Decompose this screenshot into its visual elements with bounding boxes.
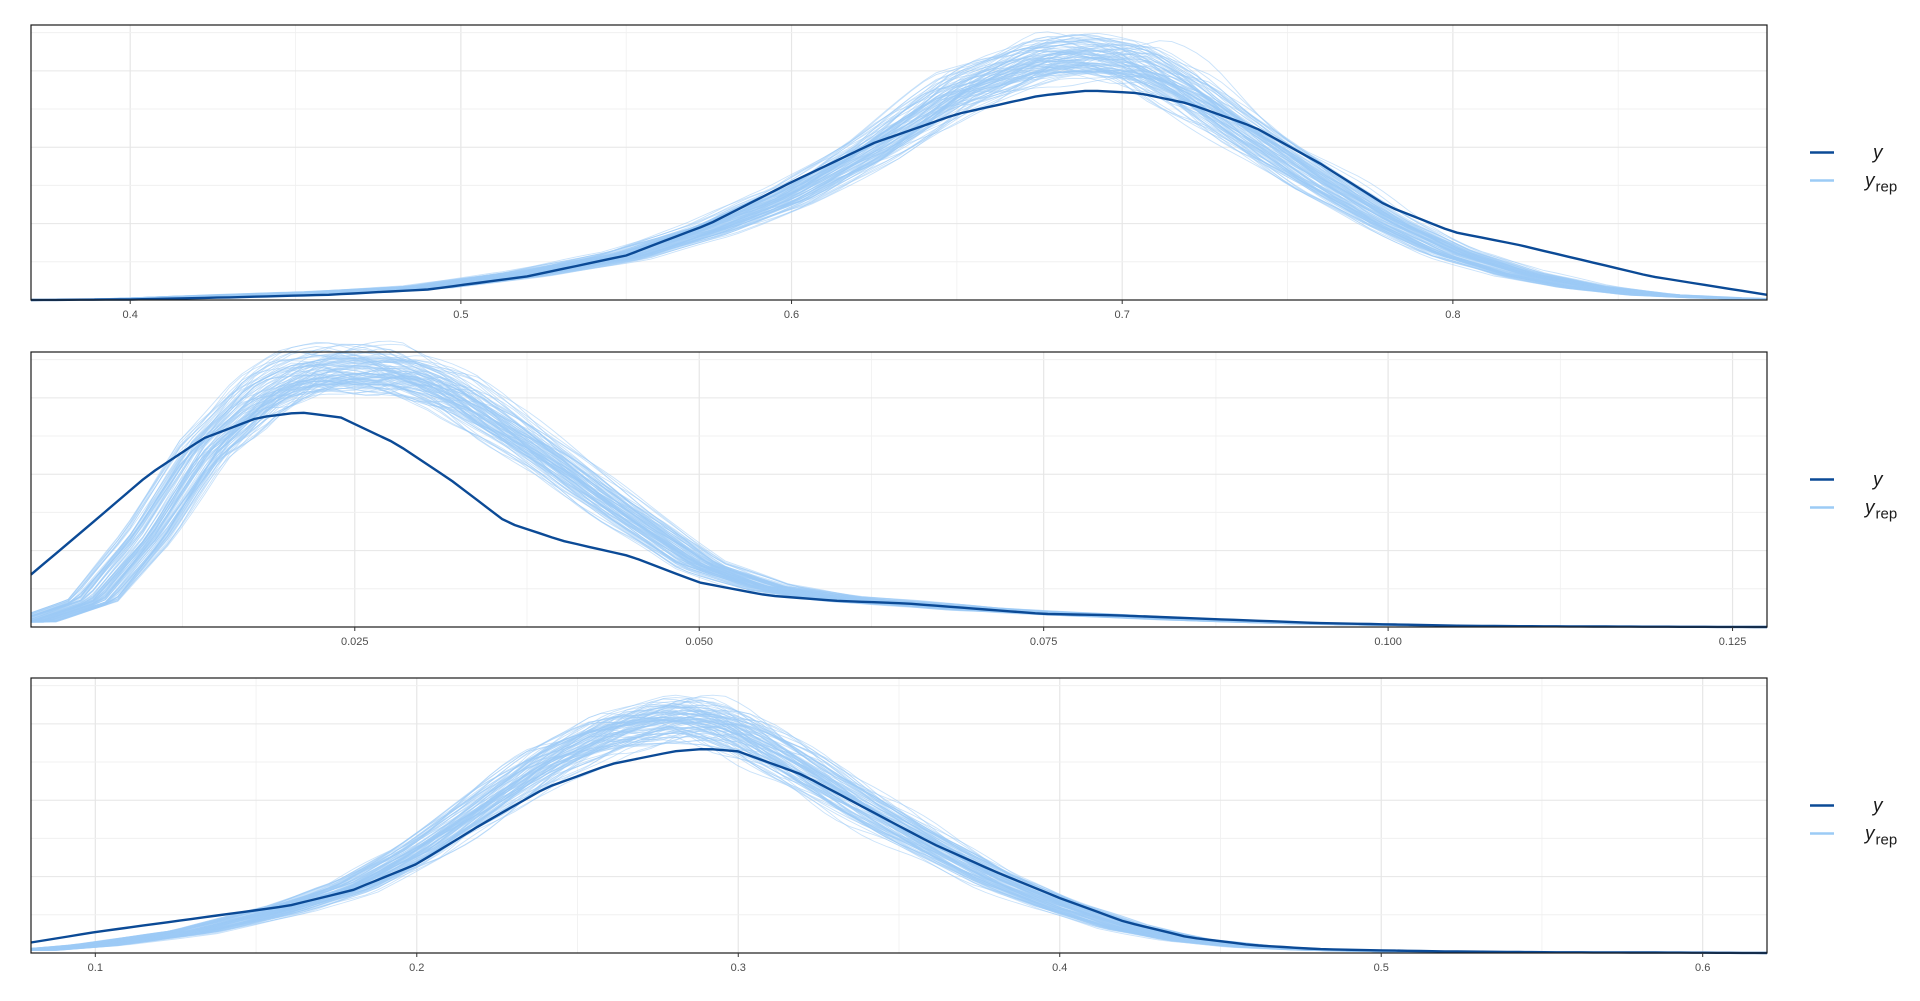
panel-3: 0.1 0.2 0.3 0.4 0.5 0.6 y yrep — [30, 677, 1897, 974]
x-tick-label: 0.075 — [1030, 636, 1058, 648]
y-observed-line — [30, 411, 1767, 629]
x-tick-label: 0.4 — [1052, 962, 1067, 974]
x-tick-label: 0.7 — [1115, 309, 1130, 321]
legend-subscript-rep: rep — [1876, 179, 1898, 196]
x-tick-label: 0.6 — [784, 309, 799, 321]
x-tick-label: 0.125 — [1719, 636, 1747, 648]
x-tick-label: 0.3 — [731, 962, 746, 974]
legend-label-y: y — [1871, 143, 1884, 164]
panel-2: 0.025 0.050 0.075 0.100 0.125 y yrep — [30, 340, 1897, 648]
legend: y yrep — [1810, 143, 1897, 196]
panel-border — [30, 351, 1768, 628]
legend-label-yrep: yrep — [1863, 498, 1897, 523]
legend-label-yrep: yrep — [1863, 171, 1897, 196]
legend-label-y: y — [1871, 470, 1884, 491]
x-tick-label: 0.025 — [341, 636, 369, 648]
legend-label-y: y — [1871, 796, 1884, 817]
x-tick-label: 0.050 — [685, 636, 713, 648]
x-tick-label: 0.4 — [123, 309, 138, 321]
panel-1: 0.4 0.5 0.6 0.7 0.8 y yrep — [30, 24, 1897, 321]
panel-border — [30, 677, 1768, 954]
yrep-draw-line — [30, 68, 1767, 301]
x-tick-label: 0.8 — [1445, 309, 1460, 321]
x-tick-label: 0.6 — [1695, 962, 1710, 974]
panel-border — [30, 24, 1768, 301]
legend-label-yrep: yrep — [1863, 824, 1897, 849]
x-tick-label: 0.5 — [453, 309, 468, 321]
legend: y yrep — [1810, 796, 1897, 849]
x-tick-label: 0.1 — [88, 962, 103, 974]
yrep-draw-line — [31, 68, 1768, 301]
yrep-draws — [30, 31, 1768, 301]
legend-subscript-rep: rep — [1876, 506, 1898, 523]
x-tick-label: 0.2 — [409, 962, 424, 974]
panel-background — [31, 25, 1767, 300]
x-tick-label: 0.5 — [1374, 962, 1389, 974]
x-tick-label: 0.100 — [1374, 636, 1402, 648]
y-observed-line — [30, 747, 1768, 955]
legend-subscript-rep: rep — [1876, 832, 1898, 849]
y-observed-line — [30, 89, 1768, 302]
legend: y yrep — [1810, 470, 1897, 523]
yrep-draw-line — [30, 48, 1767, 301]
